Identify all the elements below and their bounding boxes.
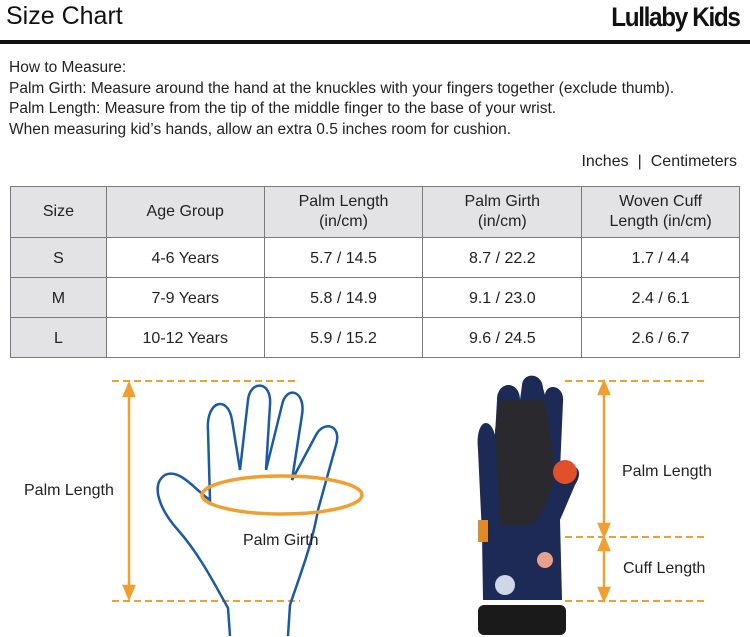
hand-palm-length-label: Palm Length (24, 482, 114, 499)
instruction-palm-girth: Palm Girth: Measure around the hand at t… (9, 79, 675, 97)
cell-size: L (10, 317, 107, 358)
cell-size: S (10, 237, 107, 278)
cell-palm-girth: 9.6 / 24.5 (422, 317, 583, 358)
cell-age: 4-6 Years (105, 237, 265, 278)
hand-guide-lines (112, 380, 706, 602)
instruction-palm-length: Palm Length: Measure from the tip of the… (9, 100, 557, 117)
unit-toggle: Inches | Centimeters (581, 153, 737, 171)
unit-inches[interactable]: Inches (581, 153, 629, 170)
table-header-row: Size Age Group Palm Length (in/cm) Palm G… (10, 186, 740, 238)
instruction-cushion: When measuring kid’s hands, allow an ext… (9, 120, 512, 138)
how-to-heading: How to Measure: (9, 59, 127, 76)
table-row: M 7-9 Years 5.8 / 14.9 9.1 / 23.0 2.4 / … (10, 277, 740, 318)
cell-cuff-length: 2.4 / 6.1 (581, 277, 740, 318)
header-age-group: Age Group (105, 186, 265, 238)
header-divider (0, 40, 750, 44)
hand-length-arrow (122, 380, 136, 602)
unit-separator: | (637, 153, 642, 170)
glove-image (477, 375, 580, 635)
glove-arrows (597, 378, 611, 604)
glove-palm-length-label: Palm Length (622, 463, 712, 480)
header-palm-length: Palm Length (in/cm) (263, 186, 424, 238)
size-table: Size Age Group Palm Length (in/cm) Palm G… (10, 186, 740, 358)
cell-age: 10-12 Years (105, 317, 265, 358)
cell-palm-length: 5.9 / 15.2 (263, 317, 424, 358)
hand-outline (156, 384, 339, 637)
palm-girth-loop (200, 474, 364, 516)
hand-palm-girth-label: Palm Girth (243, 532, 319, 549)
header-size: Size (10, 186, 107, 238)
header-cuff-length: Woven Cuff Length (in/cm) (581, 186, 740, 238)
cell-cuff-length: 2.6 / 6.7 (581, 317, 740, 358)
table-row: S 4-6 Years 5.7 / 14.5 8.7 / 22.2 1.7 / … (10, 237, 740, 278)
measurement-diagram (112, 375, 706, 637)
header-palm-girth: Palm Girth (in/cm) (422, 186, 583, 238)
cell-cuff-length: 1.7 / 4.4 (581, 237, 740, 278)
unit-centimeters[interactable]: Centimeters (650, 153, 737, 170)
cell-palm-length: 5.7 / 14.5 (263, 237, 424, 278)
cell-age: 7-9 Years (105, 277, 265, 318)
cell-size: M (10, 277, 107, 318)
how-to-measure: How to Measure: Palm Girth: Measure arou… (9, 58, 674, 140)
page-title: Size Chart (6, 2, 123, 30)
glove-cuff-length-label: Cuff Length (623, 560, 706, 577)
cell-palm-length: 5.8 / 14.9 (263, 277, 424, 318)
cell-palm-girth: 8.7 / 22.2 (422, 237, 583, 278)
brand-logo: Lullaby Kids (611, 2, 742, 32)
table-row: L 10-12 Years 5.9 / 15.2 9.6 / 24.5 2.6 … (10, 317, 740, 358)
cell-palm-girth: 9.1 / 23.0 (422, 277, 583, 318)
